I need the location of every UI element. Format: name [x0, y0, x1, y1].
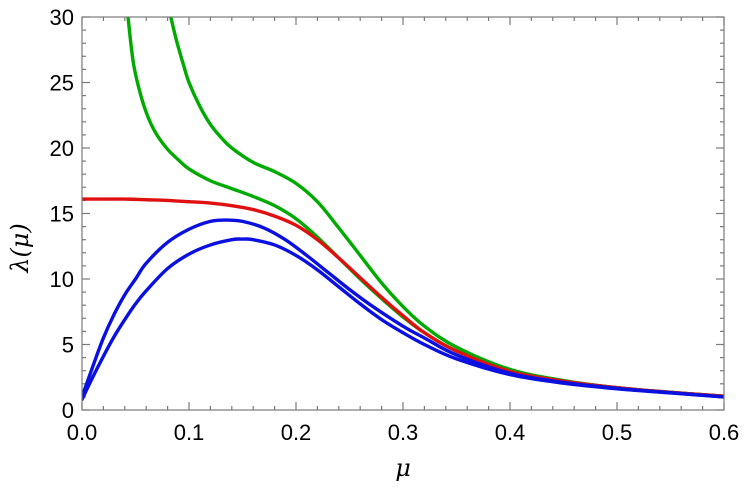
axis-ticks — [81, 16, 725, 411]
x-axis-label: μ — [395, 454, 411, 482]
x-tick-label: 0.5 — [602, 420, 633, 445]
curves — [82, 17, 724, 402]
y-tick-label: 15 — [50, 202, 74, 227]
y-tick-label: 25 — [50, 71, 74, 96]
series-line-3 — [82, 197, 724, 398]
x-tick-label: 0.4 — [495, 420, 526, 445]
x-tick-label: 0.2 — [281, 420, 312, 445]
y-tick-label: 5 — [62, 333, 74, 358]
y-tick-label: 10 — [50, 267, 74, 292]
y-tick-label: 0 — [62, 398, 74, 423]
series-line-5 — [82, 237, 724, 402]
y-tick-label: 20 — [50, 136, 74, 161]
x-tick-label: 0.6 — [709, 420, 740, 445]
tick-labels: 0.0 0.1 0.2 0.3 0.4 0.5 0.6 0 5 10 15 20 25 30 — [50, 5, 740, 445]
y-axis-label: λ(μ) — [6, 223, 34, 274]
x-tick-label: 0.3 — [388, 420, 419, 445]
series-line-2 — [169, 17, 724, 398]
plot-frame — [81, 16, 725, 411]
x-tick-label: 0.1 — [174, 420, 205, 445]
x-tick-label: 0.0 — [67, 420, 98, 445]
y-tick-label: 30 — [50, 5, 74, 30]
